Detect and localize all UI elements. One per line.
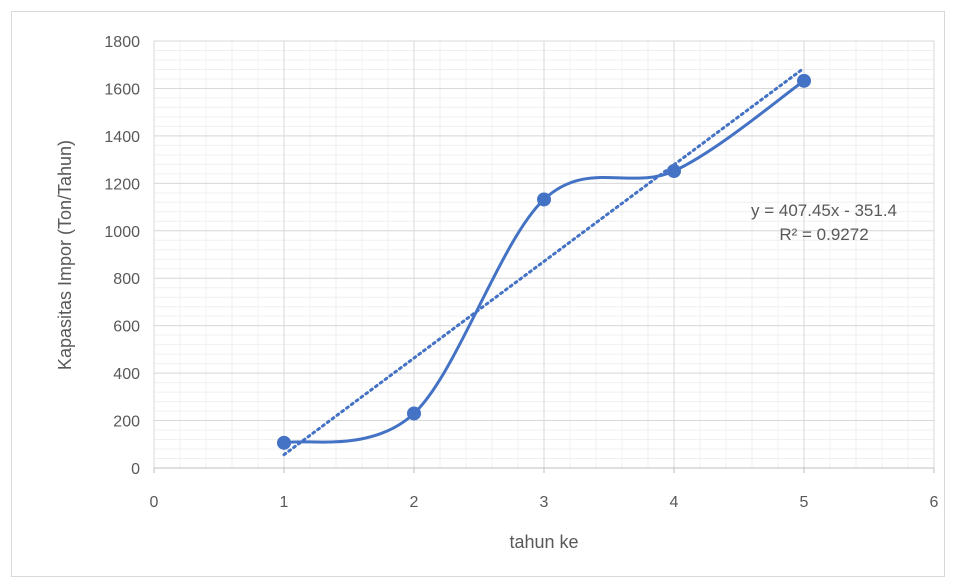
y-tick-label: 200 bbox=[113, 414, 140, 431]
x-tick-labels: 0 1 2 3 4 5 6 bbox=[150, 494, 939, 511]
y-axis-title: Kapasitas Impor (Ton/Tahun) bbox=[55, 140, 75, 370]
data-point bbox=[797, 73, 811, 88]
y-tick-label: 800 bbox=[113, 271, 140, 288]
x-tick-label: 3 bbox=[540, 494, 549, 511]
data-point bbox=[537, 192, 551, 207]
y-tick-label: 1200 bbox=[104, 176, 140, 193]
x-tick-label: 1 bbox=[280, 494, 289, 511]
y-tick-label: 1400 bbox=[104, 129, 140, 146]
major-gridlines bbox=[153, 40, 935, 469]
y-tick-label: 1600 bbox=[104, 81, 140, 98]
y-tick-label: 0 bbox=[131, 461, 140, 478]
x-tick-label: 5 bbox=[800, 494, 809, 511]
trendline bbox=[282, 66, 806, 457]
trendline-layer bbox=[282, 66, 806, 457]
data-point bbox=[277, 435, 291, 450]
x-tick-label: 0 bbox=[150, 494, 159, 511]
data-point bbox=[667, 163, 681, 178]
x-axis-title: tahun ke bbox=[509, 532, 578, 552]
series-line bbox=[282, 79, 806, 445]
x-tick-label: 2 bbox=[410, 494, 419, 511]
y-tick-label: 1000 bbox=[104, 224, 140, 241]
trendline-equation: y = 407.45x - 351.4 bbox=[751, 201, 897, 220]
series-layer bbox=[282, 79, 806, 445]
marker-layer bbox=[277, 73, 811, 450]
x-tick-label: 4 bbox=[670, 494, 679, 511]
y-tick-label: 600 bbox=[113, 319, 140, 336]
y-tick-labels: 0 200 400 600 800 1000 1200 1400 1600 1800 bbox=[104, 34, 140, 478]
y-tick-label: 400 bbox=[113, 366, 140, 383]
trendline-r2: R² = 0.9272 bbox=[779, 225, 868, 244]
axes bbox=[153, 467, 935, 473]
x-tick-label: 6 bbox=[930, 494, 939, 511]
data-point bbox=[407, 406, 421, 421]
chart-frame bbox=[11, 11, 945, 577]
y-tick-label: 1800 bbox=[104, 34, 140, 51]
